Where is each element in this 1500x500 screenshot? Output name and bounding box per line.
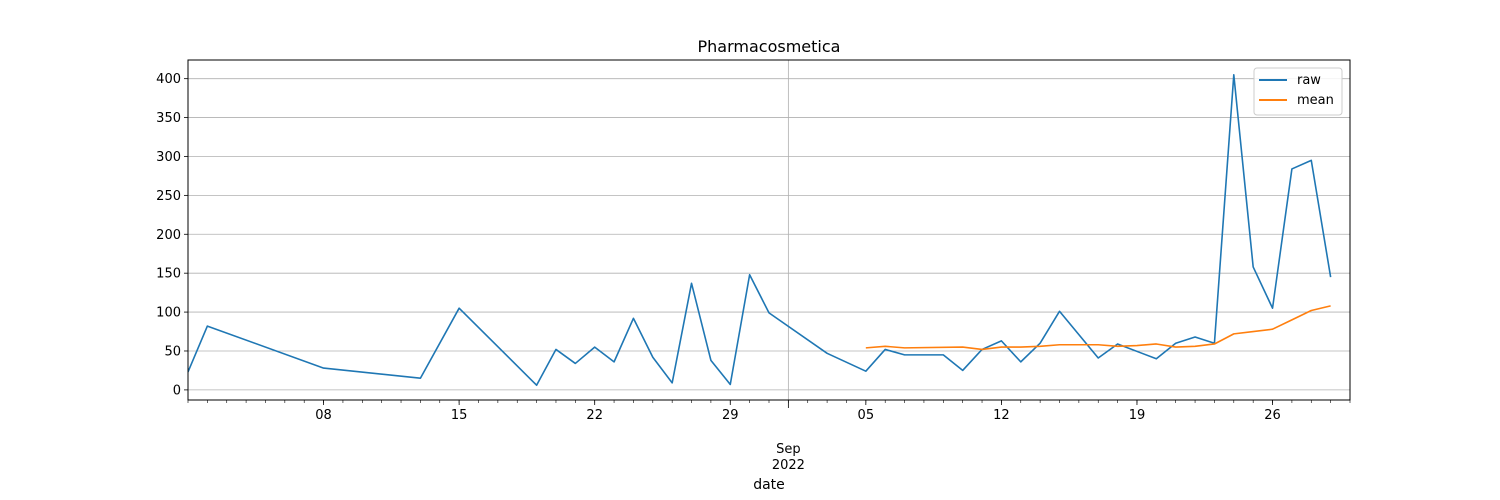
y-tick-label: 350 [156, 111, 181, 126]
y-tick-label: 250 [156, 189, 181, 204]
legend-label-mean: mean [1297, 93, 1334, 108]
x-tick-label: 05 [858, 408, 875, 423]
y-tick-label: 400 [156, 72, 181, 87]
x-tick-label: 08 [315, 408, 332, 423]
x-year-label: 2022 [772, 458, 805, 473]
x-tick-label: 22 [586, 408, 603, 423]
y-tick-label: 0 [173, 383, 181, 398]
x-month-label: Sep [776, 442, 801, 457]
series-line-raw [188, 73, 1332, 387]
series-lines [188, 73, 1332, 387]
series-line-mean [865, 305, 1331, 351]
y-tick-label: 300 [156, 150, 181, 165]
x-tick-label: 19 [1129, 408, 1146, 423]
y-tick-label: 50 [164, 344, 181, 359]
x-axis-label: date [753, 477, 785, 493]
x-tick-label: 26 [1264, 408, 1281, 423]
legend-label-raw: raw [1297, 73, 1321, 88]
x-tick-label: 12 [993, 408, 1010, 423]
x-tick-label: 15 [451, 408, 468, 423]
y-axis-ticks: 0 50 100 150 200 250 300 350 400 [156, 72, 188, 398]
y-tick-label: 150 [156, 267, 181, 282]
y-tick-label: 100 [156, 306, 181, 321]
x-tick-label: 29 [722, 408, 739, 423]
legend: raw mean [1253, 67, 1343, 116]
y-tick-label: 200 [156, 228, 181, 243]
chart-title: Pharmacosmetica [698, 37, 841, 56]
